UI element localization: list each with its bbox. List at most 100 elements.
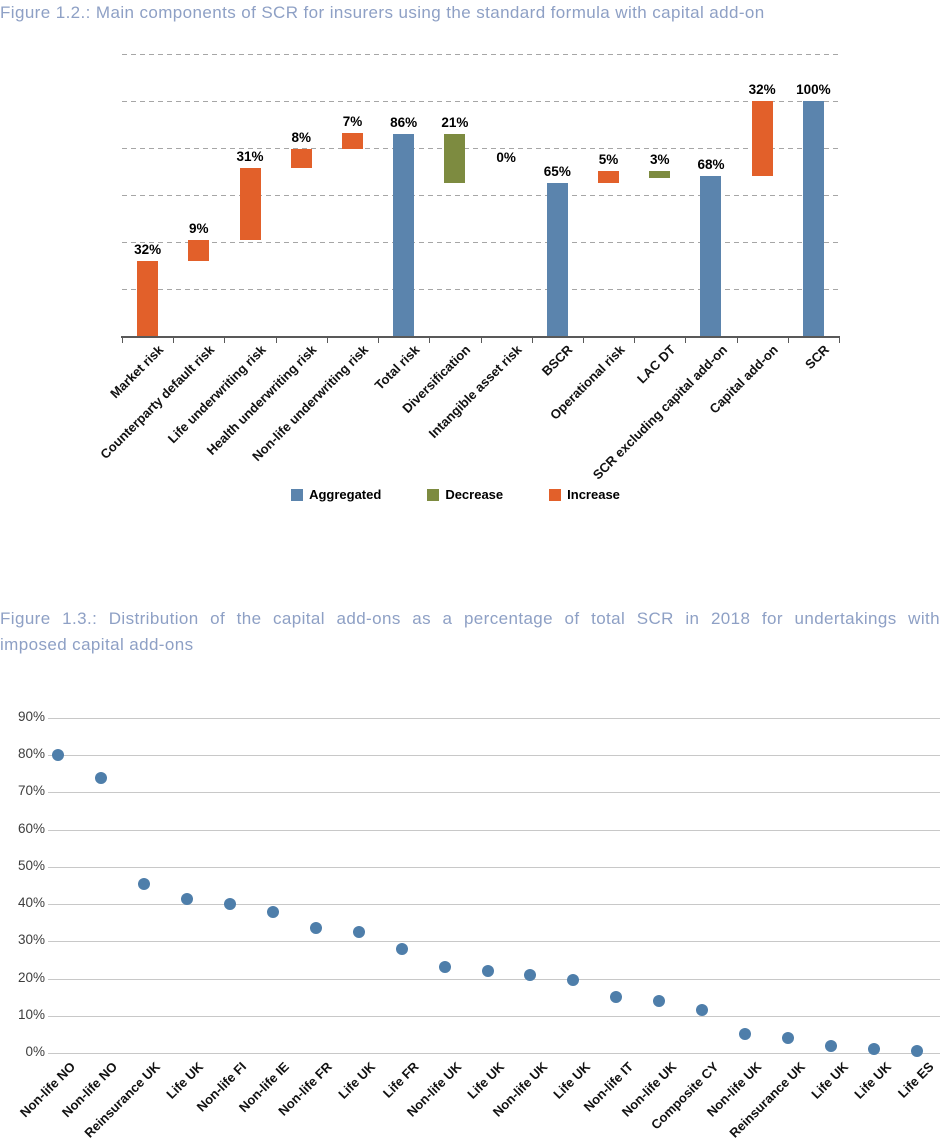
legend-item-decrease: Decrease [427,487,503,502]
bar-value-label: 0% [496,150,516,166]
y-axis-tick-label: 50% [17,857,45,873]
data-point-non-life-fr [309,922,322,935]
data-point-non-life-no [94,771,107,784]
data-point-reinsurance-uk [782,1032,795,1045]
bar-value-label: 65% [543,164,571,180]
gridline [122,148,839,150]
legend-item-increase: Increase [549,487,620,502]
legend-marker-decrease-icon [427,488,440,501]
gridline [122,242,839,244]
data-point-non-life-uk [524,968,537,981]
y-axis-tick-label: 60% [17,820,45,836]
y-axis-tick-label: 30% [17,932,45,948]
gridline [48,978,940,980]
data-point-non-life-fi [223,898,236,911]
bar-value-label: 86% [390,115,418,131]
figure2-title-line1: Figure 1.3.: Distribution of the capital… [0,609,940,628]
axis-tick [326,338,328,343]
gridline [122,195,839,197]
bar-capital-add-on [751,101,773,177]
category-label-life-uk: Life UK [163,1059,207,1102]
axis-tick [224,338,226,343]
bar-value-label: 21% [441,115,469,131]
y-axis-tick-label: 90% [17,709,45,725]
data-point-life-uk [352,926,365,939]
data-point-life-uk [180,892,193,905]
gridline [48,866,940,868]
bar-value-label: 8% [291,130,311,146]
category-label-reinsurance-uk: Reinsurance UK [726,1059,808,1141]
axis-tick [736,338,738,343]
bar-scr-excluding-capital-add-on [700,176,722,336]
bar-bscr [546,183,568,336]
axis-tick [429,338,431,343]
data-point-non-life-no [52,749,64,762]
legend-item-aggregated: Aggregated [291,487,381,502]
y-axis-tick-label: 70% [17,783,45,799]
gridline [48,829,940,831]
y-axis-tick-label: 20% [17,969,45,985]
gridline [48,718,940,720]
legend-marker-aggregated-icon [291,488,304,501]
bar-value-label: 9% [189,220,209,236]
data-point-life-es [911,1045,923,1058]
bar-total-risk [393,134,415,336]
gridline [48,941,940,943]
category-label-life-uk: Life UK [464,1059,508,1102]
gridline [48,792,940,794]
y-axis-tick-label: 40% [17,895,45,911]
category-label-life-fr: Life FR [379,1059,422,1101]
bar-lac-dt [649,170,671,178]
category-label-scr: SCR [801,342,833,373]
axis-tick [787,338,789,343]
data-point-life-uk [868,1043,881,1056]
data-point-composite-cy [696,1004,709,1017]
bar-value-label: 32% [134,241,162,257]
data-point-life-uk [825,1039,838,1052]
axis-tick [531,338,533,343]
category-label-life-uk: Life UK [807,1059,851,1102]
gridline [122,54,839,56]
data-point-reinsurance-uk [137,877,150,890]
category-label-life-es: Life ES [894,1059,937,1101]
chart-legend: Aggregated Decrease Increase [97,487,814,502]
axis-tick [634,338,636,343]
category-label-bscr: BSCR [539,342,576,379]
category-label-life-uk: Life UK [850,1059,894,1102]
axis-tick [275,338,277,343]
y-axis-tick-label: 10% [17,1006,45,1022]
gridline [48,904,940,906]
bar-diversification [444,134,466,184]
axis-tick [839,338,840,343]
data-point-non-life-ie [266,905,279,918]
bar-health-underwriting-risk [290,149,312,169]
data-point-non-life-it [610,991,623,1004]
category-label-lac-dt: LAC DT [634,342,679,387]
gridline [122,101,839,103]
bar-value-label: 100% [796,82,831,98]
legend-label-decrease: Decrease [445,487,504,502]
category-label-life-uk: Life UK [335,1059,379,1102]
data-point-non-life-uk [653,994,666,1007]
y-axis-tick-label: 0% [25,1044,45,1059]
data-point-life-fr [395,942,408,955]
category-label-reinsurance-uk: Reinsurance UK [81,1059,164,1141]
category-label-total-risk: Total risk [371,342,423,393]
category-label-intangible-asset-risk: Intangible asset risk [425,342,525,441]
bar-scr [802,101,824,336]
axis-tick [378,338,380,343]
bar-value-label: 3% [649,151,670,167]
data-point-non-life-uk [739,1028,752,1041]
bar-value-label: 68% [697,157,725,173]
data-point-life-uk [481,965,494,978]
bar-value-label: 31% [236,149,264,165]
gridline [48,755,940,757]
category-label-life-underwriting-risk: Life underwriting risk [164,342,269,447]
gridline [122,289,839,291]
figure2-title-line2: imposed capital add-ons [0,635,194,654]
axis-tick [582,338,584,343]
axis-tick [685,338,687,343]
bar-value-label: 5% [598,151,619,167]
bar-counterparty-default-risk [188,239,210,261]
